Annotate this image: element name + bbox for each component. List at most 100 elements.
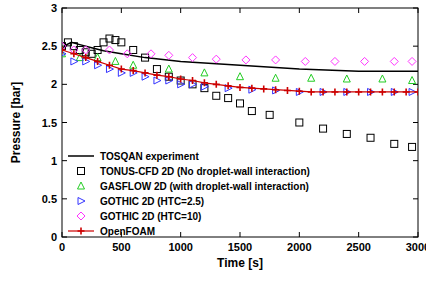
x-tick-top [180,8,181,13]
legend-marker [78,228,85,235]
y-tick-label: 1.5 [42,117,57,129]
data-point [130,67,137,74]
data-point [361,57,369,65]
x-tick [62,232,63,237]
x-tick-label: 500 [112,241,130,253]
data-point [118,39,125,46]
y-tick-right [413,198,418,199]
x-tick-label: 3000 [406,241,426,253]
data-point [142,54,149,61]
y-tick-label: 0 [51,231,57,243]
x-tick [418,232,419,237]
data-point [165,73,172,80]
data-point [165,73,172,80]
data-point [225,82,232,89]
legend-line [68,155,94,157]
x-tick-top [358,8,359,13]
data-point [272,56,280,64]
data-point [70,50,77,57]
data-point [177,75,184,82]
y-tick-right [413,237,418,238]
legend-label: GASFLOW 2D (with droplet-wall interactio… [100,181,309,192]
data-point [379,75,386,82]
series [62,50,416,95]
data-point [343,88,350,95]
legend-marker [78,182,85,189]
x-tick-top [240,8,241,13]
y-axis-title: Pressure [bar] [9,82,23,163]
data-point [123,50,131,58]
data-point [260,85,267,92]
data-point [112,57,119,64]
legend-label: OpenFOAM [100,226,155,237]
data-point [331,57,339,65]
data-point [409,77,416,84]
x-tick [299,232,300,237]
legend-marker [77,212,85,220]
y-tick [62,237,67,238]
data-point [165,65,172,72]
data-point [408,57,416,65]
data-point [266,111,273,118]
data-point [368,88,375,95]
data-point [153,66,160,73]
data-point [82,54,89,61]
x-tick-label: 1000 [168,241,192,253]
legend-marker [78,198,85,205]
data-point [94,58,101,65]
data-point [237,84,244,91]
x-tick-top [418,8,419,13]
x-tick [358,232,359,237]
data-point [147,50,155,58]
data-point [331,88,338,95]
y-tick-label: 2 [51,78,57,90]
data-point [213,92,220,99]
data-point [391,88,398,95]
data-point [273,87,280,94]
x-tick-label: 1500 [228,241,252,253]
data-point [391,140,398,147]
data-point [403,88,410,95]
x-tick-label: 2500 [346,241,370,253]
data-point [213,81,220,88]
data-point [142,69,149,76]
data-point [118,66,125,73]
data-point [212,55,220,63]
data-point [390,57,398,65]
background [0,0,426,281]
y-tick-right [413,46,418,47]
x-tick [180,232,181,237]
x-tick-top [62,8,63,13]
data-point [71,58,78,65]
data-point [355,88,362,95]
data-point [296,88,303,95]
data-point [344,88,351,95]
y-tick-right [413,160,418,161]
y-tick-label: 0.5 [42,193,57,205]
x-tick-label: 0 [59,241,65,253]
data-point [320,88,327,95]
data-point [248,85,255,92]
data-point [320,125,327,132]
legend-label: TONUS-CFD 2D (No droplet-wall interactio… [100,166,310,177]
data-point [272,86,279,93]
data-point [367,88,374,95]
data-point [130,46,137,53]
data-point [94,46,101,53]
data-point [237,73,244,80]
series [62,46,418,95]
legend-marker [78,168,85,175]
data-point [301,57,309,65]
x-tick [240,232,241,237]
y-tick-label: 3 [51,2,57,14]
data-point [308,74,315,81]
data-point [201,69,208,76]
data-point [343,75,350,82]
data-point [82,46,90,54]
y-tick [62,198,67,199]
data-point [62,46,66,53]
legend-label: GOTHIC 2D (HTC=10) [100,211,201,222]
data-point [248,108,255,115]
series [62,42,416,65]
x-tick-top [299,8,300,13]
